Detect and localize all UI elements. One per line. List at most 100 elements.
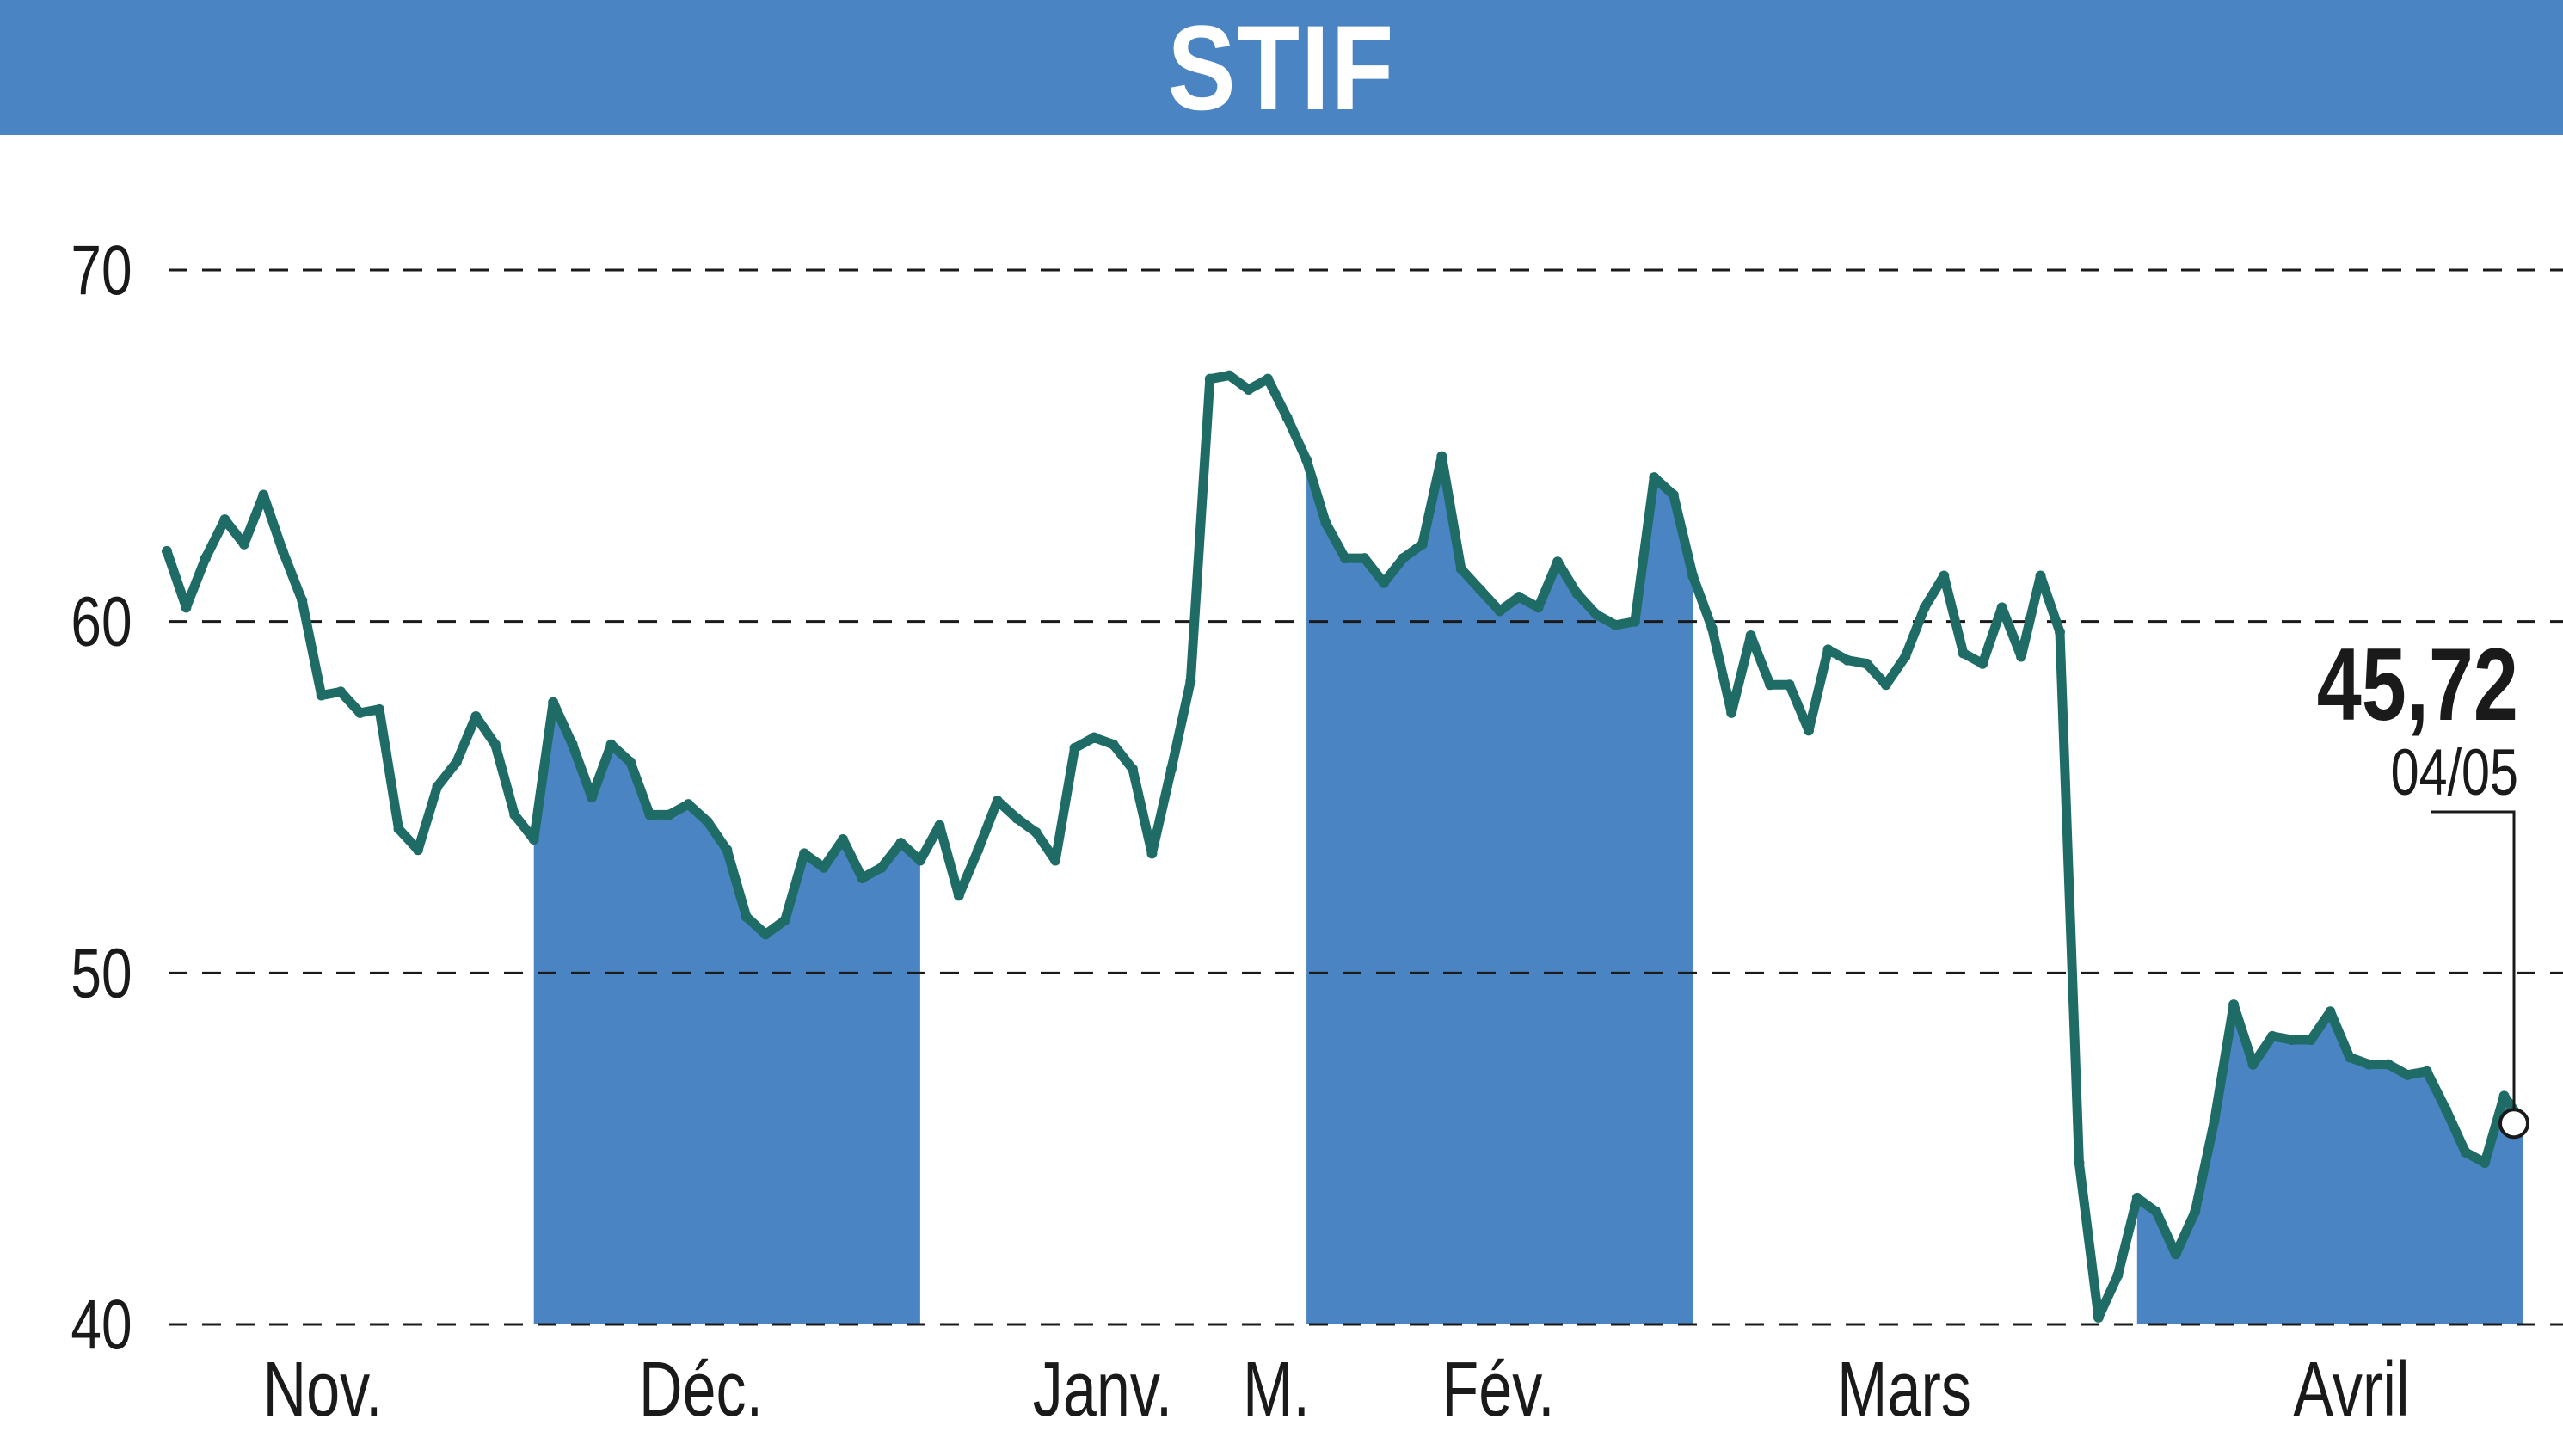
data-point xyxy=(2151,1207,2162,1218)
data-point xyxy=(1958,648,1969,659)
data-point xyxy=(1050,855,1061,866)
month-band-3 xyxy=(2136,1004,2523,1324)
data-point xyxy=(2035,570,2046,581)
data-point xyxy=(838,834,849,845)
data-point xyxy=(2093,1312,2104,1323)
data-point xyxy=(1165,764,1177,775)
x-label-1: Déc. xyxy=(639,1347,763,1433)
data-point xyxy=(1996,602,2007,613)
data-point xyxy=(2460,1146,2471,1158)
data-point xyxy=(953,890,964,901)
data-point xyxy=(1011,813,1023,824)
data-point xyxy=(1726,707,1737,718)
data-point xyxy=(277,545,288,556)
data-point xyxy=(528,834,539,845)
data-point xyxy=(1880,679,1891,691)
data-point xyxy=(2305,1034,2316,1045)
x-axis-labels: Nov. Déc. Janv. M. Fév. Mars Avril xyxy=(262,1347,2409,1433)
data-point xyxy=(393,823,404,834)
data-point xyxy=(683,799,694,810)
data-point xyxy=(489,739,501,750)
data-point xyxy=(2247,1059,2259,1070)
data-point xyxy=(258,489,269,501)
data-point xyxy=(219,514,230,525)
last-date-label: 04/05 xyxy=(2391,736,2518,809)
data-point xyxy=(1533,602,1544,613)
data-point xyxy=(470,711,482,722)
data-point xyxy=(1204,373,1215,384)
data-point xyxy=(587,792,598,802)
data-point xyxy=(2363,1059,2375,1070)
data-point xyxy=(779,915,790,926)
data-point xyxy=(2421,1066,2432,1077)
data-point xyxy=(1649,472,1660,483)
data-point xyxy=(1320,518,1331,529)
data-point xyxy=(335,686,347,697)
data-point xyxy=(1822,644,1834,655)
data-point xyxy=(2498,1090,2510,1102)
y-tick-label-70: 70 xyxy=(71,230,132,310)
data-point xyxy=(1668,489,1679,501)
data-point xyxy=(1301,454,1312,465)
data-point xyxy=(2131,1192,2142,1203)
data-point xyxy=(2325,1006,2336,1017)
data-point xyxy=(1127,764,1138,775)
data-point xyxy=(2190,1207,2201,1218)
data-point xyxy=(1861,658,1872,669)
data-point xyxy=(1939,570,1950,581)
data-point xyxy=(2267,1030,2278,1041)
x-label-6: Avril xyxy=(2293,1347,2409,1433)
data-point xyxy=(1919,602,1930,613)
data-point xyxy=(1804,725,1815,736)
data-point xyxy=(1185,676,1196,687)
data-point xyxy=(1590,609,1601,620)
data-point xyxy=(238,538,249,550)
data-point xyxy=(200,553,211,564)
data-point xyxy=(2382,1059,2394,1070)
data-point xyxy=(297,595,308,606)
data-point xyxy=(1378,577,1389,588)
data-point xyxy=(181,602,192,613)
data-point xyxy=(741,911,752,922)
month-band-2 xyxy=(1306,456,1693,1324)
data-point xyxy=(934,820,945,831)
data-point xyxy=(2016,651,2027,662)
last-value-marker xyxy=(2498,1108,2529,1140)
data-point xyxy=(354,707,366,718)
data-point xyxy=(722,845,733,856)
data-point xyxy=(1146,848,1158,859)
y-tick-label-50: 50 xyxy=(71,933,132,1013)
data-point xyxy=(1455,563,1466,574)
data-point xyxy=(1359,553,1370,564)
data-point xyxy=(1263,373,1274,384)
price-series xyxy=(162,370,2529,1323)
data-point xyxy=(1900,651,1911,662)
callout-line xyxy=(2431,810,2516,1112)
data-point xyxy=(2286,1034,2297,1045)
data-point xyxy=(760,929,771,940)
x-label-0: Nov. xyxy=(262,1347,382,1433)
data-point xyxy=(567,739,578,750)
data-point xyxy=(625,757,636,768)
data-point xyxy=(1514,592,1525,603)
last-value-label: 45,72 xyxy=(2317,627,2518,742)
data-point xyxy=(2344,1052,2355,1063)
stock-chart: 70 60 50 40 Nov. Déc. Janv. M. Fév. Mars Avril 45… xyxy=(71,230,2563,1433)
data-point xyxy=(895,838,907,849)
data-point xyxy=(509,809,520,820)
data-point xyxy=(1475,584,1486,595)
data-point xyxy=(1282,412,1293,423)
data-point xyxy=(876,862,887,873)
data-point xyxy=(2074,1158,2085,1169)
data-point xyxy=(857,872,868,883)
data-point xyxy=(1494,605,1505,617)
data-point xyxy=(1745,630,1756,642)
data-point xyxy=(1089,732,1100,743)
data-point xyxy=(799,848,810,859)
y-tick-label-40: 40 xyxy=(71,1284,132,1364)
data-point xyxy=(818,862,829,873)
data-point xyxy=(2402,1069,2413,1080)
data-point xyxy=(1436,451,1447,462)
grid-lines xyxy=(169,268,2563,1326)
data-point xyxy=(1030,826,1042,838)
